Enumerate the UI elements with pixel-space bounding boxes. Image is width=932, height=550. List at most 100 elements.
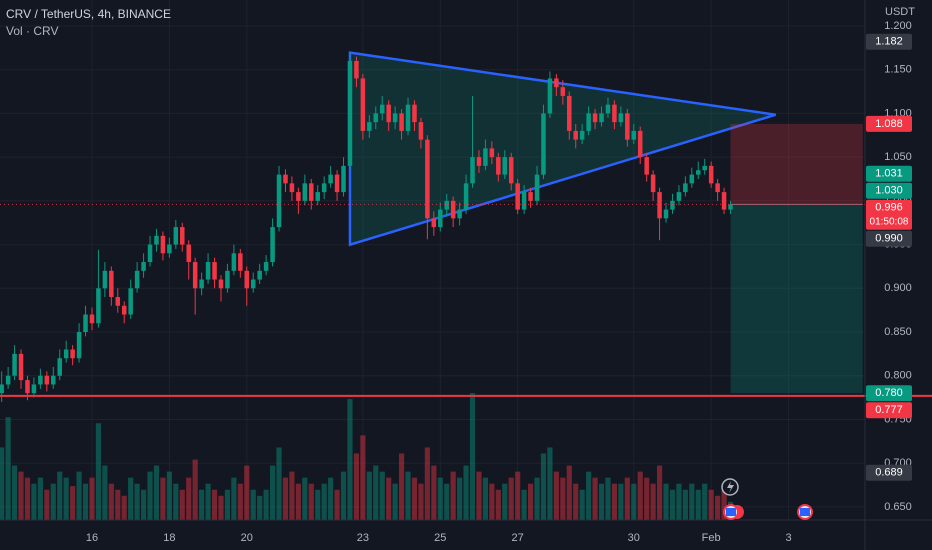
candle-body xyxy=(470,157,475,184)
volume-bar xyxy=(360,435,366,520)
volume-bar xyxy=(24,477,31,520)
volume-bar xyxy=(295,483,301,520)
volume-bar xyxy=(721,489,727,520)
volume-bar xyxy=(244,465,250,520)
candle-body xyxy=(708,165,714,184)
volume-bar xyxy=(334,489,340,520)
candle-body xyxy=(541,113,546,175)
candle-body xyxy=(154,235,159,245)
candle-body xyxy=(373,113,379,123)
candle-body xyxy=(637,130,643,158)
volume-bar xyxy=(321,483,327,520)
price-label-box xyxy=(866,402,912,419)
volume-bar xyxy=(366,471,372,520)
y-tick-label: 1.050 xyxy=(884,151,912,163)
candle-body xyxy=(328,174,333,184)
x-tick-label: 3 xyxy=(786,532,792,544)
volume-bar xyxy=(650,483,656,520)
candle-body xyxy=(231,253,237,271)
candle-body xyxy=(438,209,443,228)
volume-bar xyxy=(418,483,424,520)
volume-bar xyxy=(424,447,430,520)
countdown: 01:50:08 xyxy=(870,216,909,227)
candle-body xyxy=(283,174,288,184)
candle-body xyxy=(212,262,217,280)
candle-body xyxy=(560,87,566,96)
symbol-title[interactable]: CRV / TetherUS, 4h, BINANCE xyxy=(6,7,171,21)
volume-bar xyxy=(57,471,63,520)
volume-bar xyxy=(308,483,314,520)
candle-body xyxy=(599,113,604,123)
volume-bar xyxy=(121,495,127,520)
volume-bar xyxy=(611,483,618,520)
candle-body xyxy=(5,375,11,385)
volume-bar xyxy=(598,483,605,520)
candle-body xyxy=(360,78,366,131)
volume-bar xyxy=(644,477,650,520)
volume-bar xyxy=(179,489,185,520)
volume-bar xyxy=(489,483,495,520)
volume-bar xyxy=(508,477,514,520)
x-tick-label: 18 xyxy=(163,532,175,544)
volume-bar xyxy=(502,483,508,520)
candle-body xyxy=(167,244,172,254)
price-label-box xyxy=(866,115,912,132)
volume-bar xyxy=(353,453,360,520)
volume-bar xyxy=(76,471,82,520)
candle-body xyxy=(670,200,675,210)
candle-body xyxy=(109,270,114,298)
candle-body xyxy=(683,183,688,193)
volume-bar xyxy=(82,483,89,520)
volume-bar xyxy=(392,483,398,520)
candle-body xyxy=(644,157,649,175)
target-zone xyxy=(730,204,863,394)
volume-bar xyxy=(347,399,353,520)
volume-bar xyxy=(289,471,295,520)
y-tick-label: 0.900 xyxy=(884,282,912,294)
event-icons[interactable] xyxy=(721,478,813,520)
volume-bar xyxy=(553,471,559,520)
candle-body xyxy=(657,192,662,219)
y-tick-label: 0.800 xyxy=(884,370,912,382)
x-tick-label: Feb xyxy=(702,532,721,544)
volume-bar xyxy=(315,489,321,520)
candle-body xyxy=(70,349,75,359)
candle-body xyxy=(51,375,56,385)
volume-bar xyxy=(63,477,69,520)
volume-bar xyxy=(689,483,695,520)
volume-bar xyxy=(70,486,76,520)
candle-body xyxy=(44,375,50,385)
volume-bar xyxy=(263,489,269,520)
volume-bar xyxy=(153,465,160,520)
volume-bar xyxy=(328,477,334,520)
price-label: 0.780 xyxy=(875,387,903,399)
volume-bar xyxy=(237,483,243,520)
candle-body xyxy=(457,209,462,219)
candle-body xyxy=(218,279,224,289)
candle-body xyxy=(57,358,62,376)
y-tick-label: 1.150 xyxy=(884,64,912,76)
candle-body xyxy=(257,270,262,280)
candle-body xyxy=(567,95,572,131)
candle-body xyxy=(341,165,346,193)
candle-body xyxy=(496,157,501,175)
volume-title[interactable]: Vol · CRV xyxy=(6,24,58,38)
candle-body xyxy=(715,183,720,193)
candle-body xyxy=(689,174,695,184)
candle-body xyxy=(612,104,617,123)
volume-pane xyxy=(0,393,734,520)
candle-body xyxy=(263,262,269,271)
volume-bar xyxy=(515,471,521,520)
candle-body xyxy=(696,170,701,175)
candle-body xyxy=(605,104,611,114)
volume-bar xyxy=(624,477,630,520)
candle-body xyxy=(579,130,585,140)
candle-body xyxy=(250,279,256,289)
price-label-box xyxy=(866,33,912,50)
volume-bar xyxy=(631,483,637,520)
y-tick-label: 1.200 xyxy=(884,20,912,32)
volume-bar xyxy=(224,489,231,520)
candle-body xyxy=(354,60,359,79)
volume-bar xyxy=(457,477,463,520)
